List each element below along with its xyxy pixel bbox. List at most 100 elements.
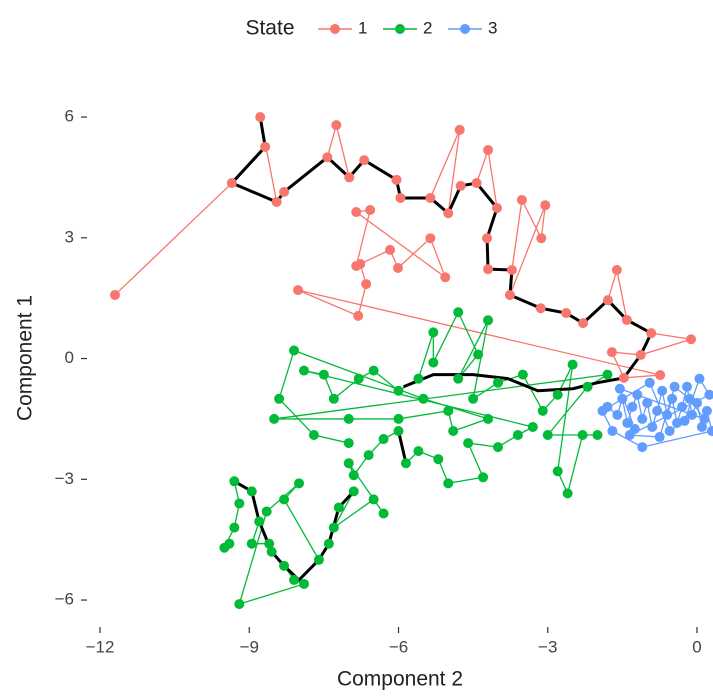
point <box>552 389 563 400</box>
x-tick-label: 0 <box>692 637 701 656</box>
point <box>351 260 362 271</box>
point <box>617 393 628 404</box>
point <box>567 359 578 370</box>
point <box>652 405 663 416</box>
legend-marker <box>460 24 470 34</box>
legend-label: 2 <box>423 18 432 37</box>
point <box>328 522 339 533</box>
point <box>443 208 454 219</box>
point <box>331 120 342 131</box>
point <box>279 186 290 197</box>
point <box>602 295 613 306</box>
point <box>684 393 695 404</box>
point <box>642 397 653 408</box>
point <box>606 347 617 358</box>
point <box>629 423 640 434</box>
point <box>229 476 240 487</box>
point <box>677 401 688 412</box>
point <box>535 303 546 314</box>
point <box>454 124 465 135</box>
point <box>353 310 364 321</box>
point <box>353 373 364 384</box>
point <box>109 289 120 300</box>
point <box>344 172 355 183</box>
point <box>443 478 454 489</box>
y-axis-title: Component 1 <box>14 295 37 421</box>
x-tick-label: −6 <box>389 637 408 656</box>
point <box>318 369 329 380</box>
point <box>359 155 370 166</box>
point <box>418 393 429 404</box>
point <box>644 377 655 388</box>
point <box>682 381 693 392</box>
point <box>328 393 339 404</box>
point <box>612 409 623 420</box>
point <box>453 373 464 384</box>
point <box>506 264 517 275</box>
point <box>696 421 707 432</box>
point <box>391 174 402 185</box>
point <box>385 244 396 255</box>
point <box>348 470 359 481</box>
point <box>425 192 436 203</box>
point <box>664 425 675 436</box>
point <box>279 560 290 571</box>
point <box>361 279 372 290</box>
point <box>637 413 648 424</box>
point <box>473 349 484 360</box>
legend-marker <box>395 24 405 34</box>
point <box>627 401 638 412</box>
point <box>542 430 553 441</box>
point <box>246 538 257 549</box>
point <box>694 373 705 384</box>
point <box>255 112 266 123</box>
point <box>323 538 334 549</box>
point <box>393 262 404 273</box>
point <box>266 546 277 557</box>
point <box>492 442 503 453</box>
point <box>279 494 290 505</box>
point <box>686 334 697 345</box>
point <box>706 425 713 436</box>
point <box>413 446 424 457</box>
point <box>667 393 678 404</box>
point <box>561 308 572 319</box>
point <box>260 141 271 152</box>
point <box>577 430 588 441</box>
point <box>365 205 376 216</box>
y-tick-label: 3 <box>65 227 74 246</box>
point <box>537 405 548 416</box>
point <box>482 233 493 244</box>
point <box>351 207 362 218</box>
point <box>269 413 280 424</box>
point <box>492 203 503 214</box>
point <box>313 554 324 565</box>
point <box>699 413 710 424</box>
point <box>635 349 646 360</box>
point <box>448 425 459 436</box>
point <box>517 369 528 380</box>
x-tick-label: −9 <box>240 637 259 656</box>
point <box>704 389 713 400</box>
point <box>637 442 648 453</box>
point <box>226 178 237 189</box>
point <box>527 421 538 432</box>
point <box>578 318 589 329</box>
y-tick-label: −3 <box>55 469 74 488</box>
legend-marker <box>330 24 340 34</box>
point <box>393 385 404 396</box>
point <box>425 233 436 244</box>
point <box>504 289 515 300</box>
point <box>343 413 354 424</box>
point <box>536 233 547 244</box>
point <box>393 425 404 436</box>
point <box>478 472 489 483</box>
point <box>647 421 658 432</box>
x-tick-label: −12 <box>86 637 115 656</box>
point <box>428 327 439 338</box>
y-tick-label: −6 <box>55 590 74 609</box>
point <box>657 385 668 396</box>
point <box>483 315 494 326</box>
series-line <box>223 310 608 606</box>
